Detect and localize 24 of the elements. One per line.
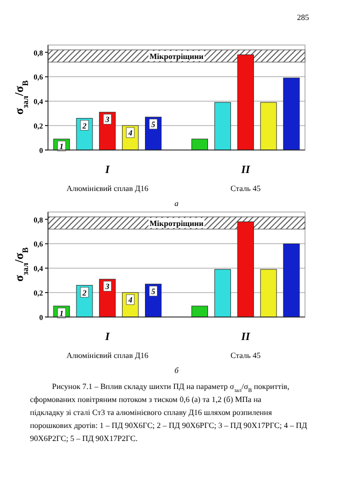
text: Сталь 45 [230, 184, 261, 193]
series-label: 1 [60, 309, 64, 318]
text: Алюмінієвий сплав Д16 [66, 351, 148, 360]
text: 285 [297, 13, 309, 22]
text: Сталь 45 [230, 351, 261, 360]
x-axis-title: а [174, 199, 178, 208]
series-label: 4 [127, 296, 132, 305]
series-label: 3 [104, 115, 110, 124]
x-tick-label: II [240, 331, 251, 343]
x-tick-label: I [104, 164, 110, 176]
series-label: 2 [81, 121, 86, 130]
text: Алюмінієвий сплав Д16 [66, 184, 148, 193]
series-label: 5 [151, 120, 156, 130]
x-axis-title: б [174, 366, 180, 375]
band-label: Мікротріщини [149, 218, 204, 228]
band-label: Мікротріщини [149, 52, 204, 61]
series-label: 3 [104, 282, 110, 292]
x-tick-label: I [104, 331, 110, 343]
series-label: 1 [60, 142, 64, 152]
x-tick-label: II [240, 164, 251, 176]
series-label: 5 [151, 287, 156, 296]
series-label: 4 [127, 128, 132, 138]
series-label: 2 [81, 288, 86, 298]
text: Рисунок 7.1 – Вплив складу шихти ПД на параметр σ$_{зал}$/σ$_{В}$ покриттів, сформованих повітряним потоком з тиском 0,6 (а) та 1,2 (б) МПа на підкладку зі сталі Ст3 та алюмінієвого сплаву Д16 шляхом розпилення порошкових дротів: 1 – ПД 90Х6ГС; 2 – ПД 90Х6РГС; 3 – ПД 90Х17РГС; 4 – ПД 90Х6Р2ГС; 5 – ПД 90Х17Р2ГС. [30, 382, 308, 443]
